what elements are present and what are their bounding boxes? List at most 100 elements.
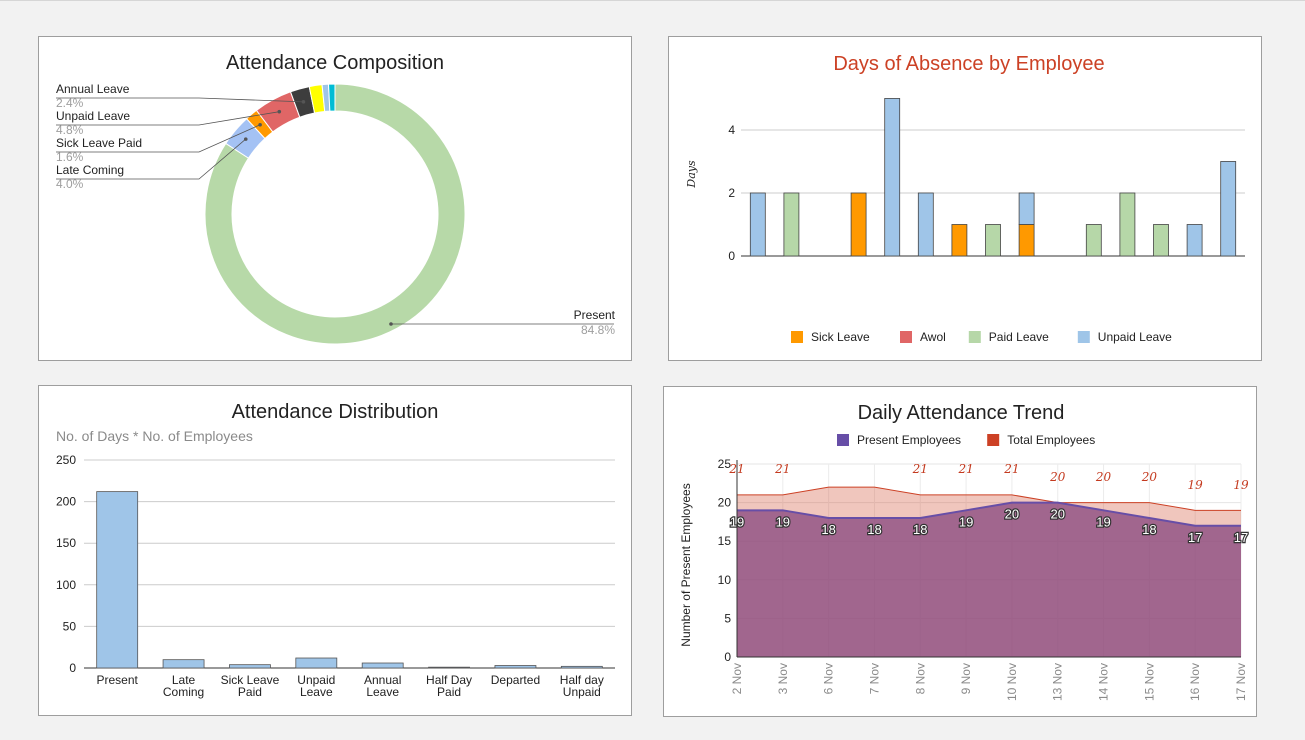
x-tick-label: 16 Nov [1188,663,1202,701]
bar-paid-leave [1153,224,1169,257]
data-label-present: 18 [867,522,881,537]
callout-percent-unpaid-leave: 4.8% [56,123,84,137]
legend-label-sick-leave: Sick Leave [811,330,870,344]
bar-paid-leave [985,224,1001,257]
callout-dot-sick-leave-paid [258,122,262,127]
callout-percent-sick-leave-paid: 1.6% [56,150,84,164]
legend-label-unpaid-leave: Unpaid Leave [1098,330,1172,344]
callout-line-late-coming [56,138,247,180]
y-tick-label: 100 [56,578,76,592]
attendance-composition-panel: Attendance Composition Annual Leave 2.4% Un… [38,36,632,361]
data-label-present: 18 [913,522,927,537]
chart-subtitle: No. of Days * No. of Employees [56,428,253,444]
x-tick-label: 3 Nov [776,663,790,694]
bar-sick-leave [951,224,968,257]
y-tick-label: 25 [718,457,732,471]
callout-label-annual-leave: Annual Leave [56,82,130,96]
callout-dot-unpaid-leave [277,109,282,114]
legend-swatch-unpaid-leave [1077,331,1090,343]
data-label-present: 20 [1050,507,1064,522]
bar-unpaid-leave [749,192,766,257]
x-tick-label: Unpaid Leave [297,673,335,699]
callout-dot-annual-leave [301,100,306,104]
y-tick-label: 10 [718,573,732,587]
bar-sick-leave-paid [229,664,271,669]
bar-departed [494,665,537,669]
data-label-total: 20 [1049,470,1066,484]
chart-title: Attendance Composition [226,52,444,74]
data-label-total: 19 [1233,478,1249,492]
callout-label-unpaid-leave: Unpaid Leave [56,109,130,123]
legend-swatch-paid-leave [968,331,981,343]
attendance-composition-chart[interactable]: Attendance Composition Annual Leave2.4%Un… [39,37,631,360]
data-label-present: 19 [1096,514,1110,529]
data-label-total: 20 [1095,470,1112,484]
callout-label-late-coming: Late Coming [56,163,124,177]
data-label-present: 17 [1234,530,1248,545]
callout-percent-late-coming: 4.0% [56,177,84,191]
legend-swatch-sick-leave [791,331,803,343]
callout-percent-annual-leave: 2.4% [56,96,84,110]
legend-swatch-total-employees [987,434,1000,446]
data-label-present: 18 [821,522,835,537]
area-present-employees [737,502,1241,657]
bar-unpaid-leave [884,98,901,257]
y-tick-label: 250 [56,453,76,467]
bar-paid-leave [1119,192,1136,257]
bar-unpaid-leave [295,657,338,669]
y-tick-label: 2 [728,186,735,200]
y-tick-label: 200 [56,495,76,509]
x-tick-label: 15 Nov [1142,663,1156,701]
y-tick-label: 20 [718,496,732,510]
data-label-total: 21 [728,462,744,476]
bar-half-day-paid [428,666,470,669]
bar-unpaid-leave [1018,192,1035,225]
data-label-present: 20 [1005,507,1019,522]
x-tick-label: Annual Leave [364,673,401,699]
callout-line-annual-leave [56,97,304,103]
data-label-present: 19 [776,514,790,529]
callout-percent-present: 84.8% [581,323,615,337]
days-of-absence-panel: Days of Absence by Employee 0 2 4 Days Sick L… [668,36,1262,361]
days-of-absence-chart[interactable]: Days of Absence by Employee 0 2 4 Days Sick L… [669,37,1261,360]
y-tick-label: 15 [718,534,732,548]
y-tick-label: 0 [728,249,735,263]
legend-label-paid-leave: Paid Leave [989,330,1049,344]
chart-title: Daily Attendance Trend [858,402,1065,424]
line-total-employees [737,486,1241,511]
y-tick-label: 150 [56,536,76,550]
attendance-distribution-chart[interactable]: Attendance Distribution No. of Days * No.… [39,386,631,715]
bar-paid-leave [1085,224,1102,257]
x-tick-label: 17 Nov [1234,663,1248,701]
bar-unpaid-leave [1186,224,1203,257]
callout-label-sick-leave-paid: Sick Leave Paid [56,136,142,150]
bar-unpaid-leave [1220,161,1237,257]
data-label-present: 19 [959,514,973,529]
data-label-total: 20 [1141,470,1158,484]
donut-slice-other-7 [327,83,336,112]
y-tick-label: 5 [724,611,731,625]
x-tick-label: Departed [491,673,540,687]
attendance-distribution-panel: Attendance Distribution No. of Days * No.… [38,385,632,716]
bar-sick-leave [850,192,867,257]
callout-line-unpaid-leave [56,111,280,126]
donut-slice-present [204,83,466,345]
top-divider [0,0,1305,1]
bar-present [96,491,139,669]
chart-title: Attendance Distribution [232,401,439,423]
daily-attendance-trend-chart[interactable]: Daily Attendance Trend Present Employees T… [664,387,1256,716]
legend-label-total-employees: Total Employees [1007,433,1095,447]
x-tick-label: Sick Leave Paid [221,673,280,699]
chart-title: Days of Absence by Employee [833,53,1104,75]
data-label-present: 17 [1188,530,1202,545]
legend-swatch-awol [900,331,912,343]
data-label-present: 19 [730,514,744,529]
y-tick-label: 50 [63,619,77,633]
bar-unpaid-leave [917,192,934,257]
x-tick-label: 7 Nov [867,663,881,694]
x-tick-label: Half Day Paid [426,673,472,699]
y-tick-label: 0 [69,661,76,675]
y-axis-title: Number of Present Employees [679,483,693,646]
y-tick-label: 0 [724,650,731,664]
legend-swatch-present-employees [837,434,849,446]
